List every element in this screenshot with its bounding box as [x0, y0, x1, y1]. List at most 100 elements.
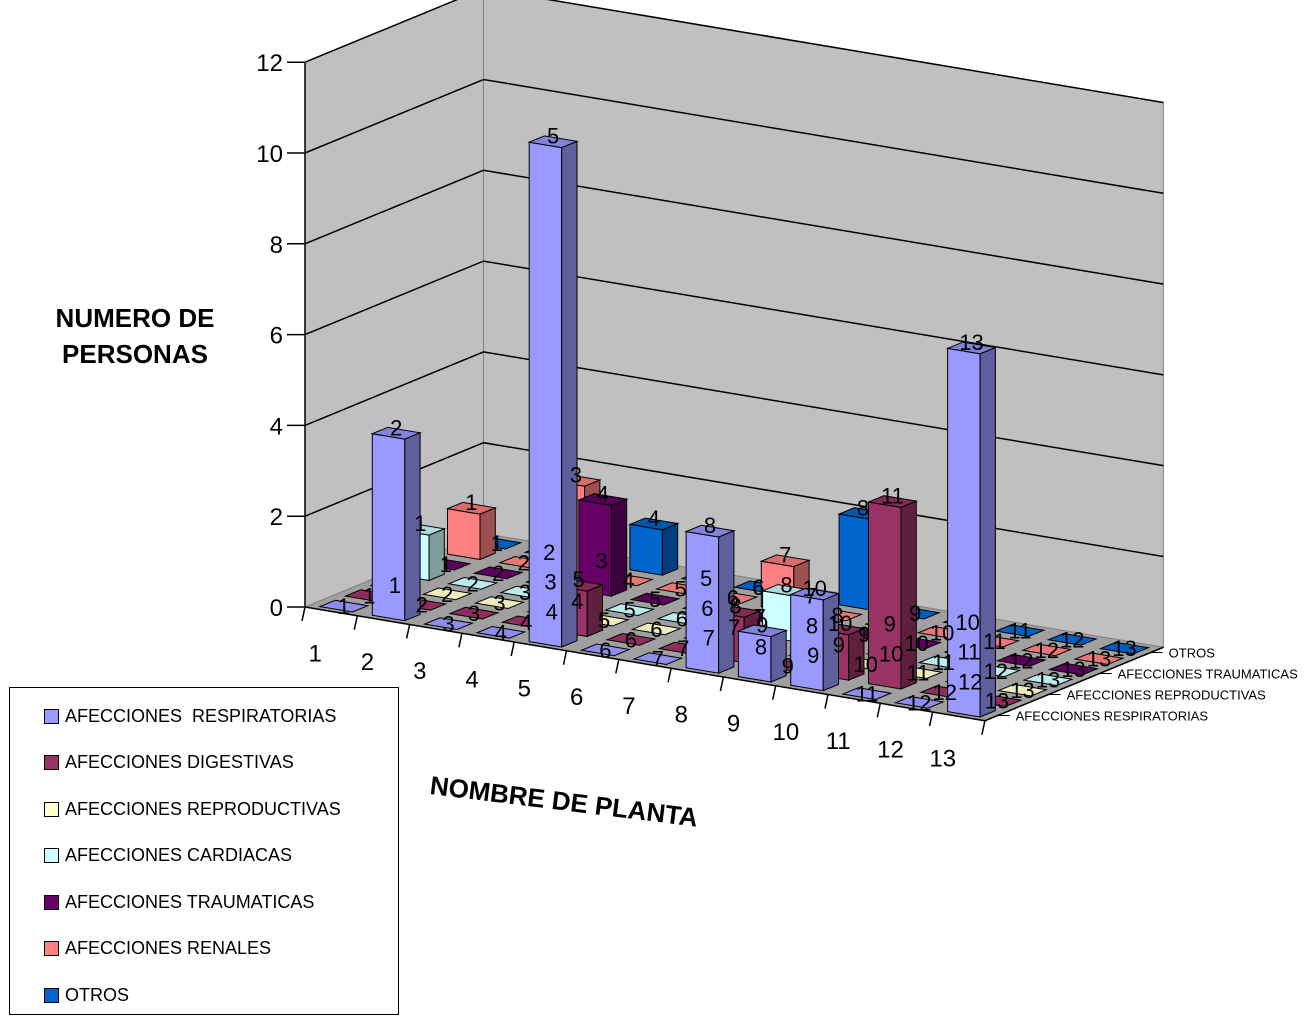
bar	[893, 695, 945, 709]
data-label: 5	[547, 124, 559, 149]
data-label: 10	[853, 652, 877, 677]
bar	[629, 592, 681, 606]
legend-label: AFECCIONES DIGESTIVAS	[65, 752, 294, 772]
bar-top	[527, 135, 579, 149]
x-tick	[562, 650, 568, 665]
gridline	[304, 78, 1164, 195]
data-label: 8	[831, 603, 843, 628]
x-tick	[405, 624, 411, 639]
legend-label: AFECCIONES RESPIRATORIAS	[65, 705, 337, 726]
data-label: 7	[754, 605, 766, 630]
data-label: 4	[495, 620, 507, 645]
data-label: 5	[623, 598, 635, 623]
data-label: 12	[958, 669, 982, 694]
data-label: 4	[648, 506, 660, 531]
data-label: 10	[828, 611, 852, 636]
legend-item: AFECCIONES TRAUMATICAS	[44, 888, 314, 916]
gridline	[304, 260, 1164, 376]
data-label: 1	[338, 594, 350, 619]
data-label: 7	[779, 543, 791, 568]
data-label: 3	[544, 570, 556, 595]
bar-top	[446, 576, 499, 590]
data-label: 9	[858, 622, 870, 647]
bar-top	[1047, 662, 1100, 676]
bar-top	[445, 501, 498, 515]
data-label: 6	[701, 596, 713, 621]
data-label: 3	[519, 580, 531, 605]
legend-label: AFECCIONES CARDIACAS	[65, 845, 293, 865]
data-label: 2	[441, 582, 453, 607]
bar	[736, 624, 789, 683]
data-label: 1	[465, 490, 477, 515]
x-tick-label: 2	[361, 649, 374, 676]
legend-label: OTROS	[65, 984, 130, 1005]
data-label: 1	[440, 552, 452, 577]
x-tick	[824, 694, 829, 709]
legend-swatch	[44, 987, 59, 1003]
data-label: 9	[782, 654, 794, 679]
bar-top	[422, 617, 475, 631]
data-label: 10	[802, 576, 826, 601]
bar-top	[631, 652, 684, 666]
data-label: 5	[649, 587, 661, 612]
y-axis-title: NUMERO DE PERSONAS	[55, 303, 215, 369]
bar-top	[630, 622, 683, 636]
x-tick-label: 6	[570, 684, 583, 711]
data-label: 8	[857, 496, 869, 521]
x-tick	[719, 676, 725, 692]
data-label: 6	[650, 617, 662, 642]
bar-top	[684, 524, 736, 538]
data-label: 7	[703, 626, 715, 651]
bar	[996, 683, 1049, 697]
bar	[579, 643, 632, 657]
legend-item: OTROS	[44, 981, 129, 1009]
y-tick-label: 4	[270, 413, 283, 440]
data-label: 11	[855, 682, 878, 707]
data-label: 11	[957, 640, 980, 665]
legend-item: AFECCIONES CARDIACAS	[44, 842, 292, 870]
bar	[473, 596, 526, 610]
legend-item: AFECCIONES REPRODUCTIVAS	[44, 795, 341, 823]
bar	[684, 524, 736, 674]
bar-top	[579, 643, 632, 657]
bars	[318, 135, 1151, 718]
x-tick-label: 7	[622, 693, 635, 720]
data-label: 6	[727, 585, 739, 610]
data-label: 13	[1010, 678, 1034, 703]
data-label: 4	[571, 589, 583, 614]
gridline	[304, 441, 1164, 558]
bar-top	[577, 493, 629, 506]
x-tick	[928, 711, 934, 727]
x-axis	[304, 606, 986, 722]
data-label: 1	[414, 511, 426, 536]
bar	[995, 653, 1047, 667]
bar	[475, 625, 527, 639]
bar-top	[318, 599, 370, 613]
x-tick-label: 9	[727, 710, 740, 737]
data-label: 13	[1036, 668, 1060, 693]
x-tick	[353, 615, 359, 630]
data-label: 5	[674, 577, 686, 602]
bar	[628, 517, 680, 576]
data-label: 13	[959, 330, 983, 355]
data-label: 2	[543, 540, 555, 565]
y-tick-label: 10	[256, 141, 283, 168]
depth-axis-label: OTROS	[1169, 646, 1216, 661]
bar-top	[1022, 673, 1074, 687]
data-label: 11	[906, 661, 929, 686]
data-label: 7	[677, 636, 689, 661]
data-label: 6	[676, 606, 688, 631]
data-label: 2	[390, 415, 402, 440]
data-label: 11	[1008, 619, 1031, 644]
data-label: 13	[1087, 647, 1111, 672]
legend-swatch	[44, 941, 59, 956]
bar-top	[370, 426, 422, 440]
legend-swatch	[44, 801, 59, 817]
y-tick-label: 12	[256, 50, 283, 77]
bar	[421, 587, 473, 601]
legend-label: AFECCIONES TRAUMATICAS	[65, 891, 315, 912]
bar	[445, 501, 498, 561]
data-label: 11	[932, 650, 955, 675]
